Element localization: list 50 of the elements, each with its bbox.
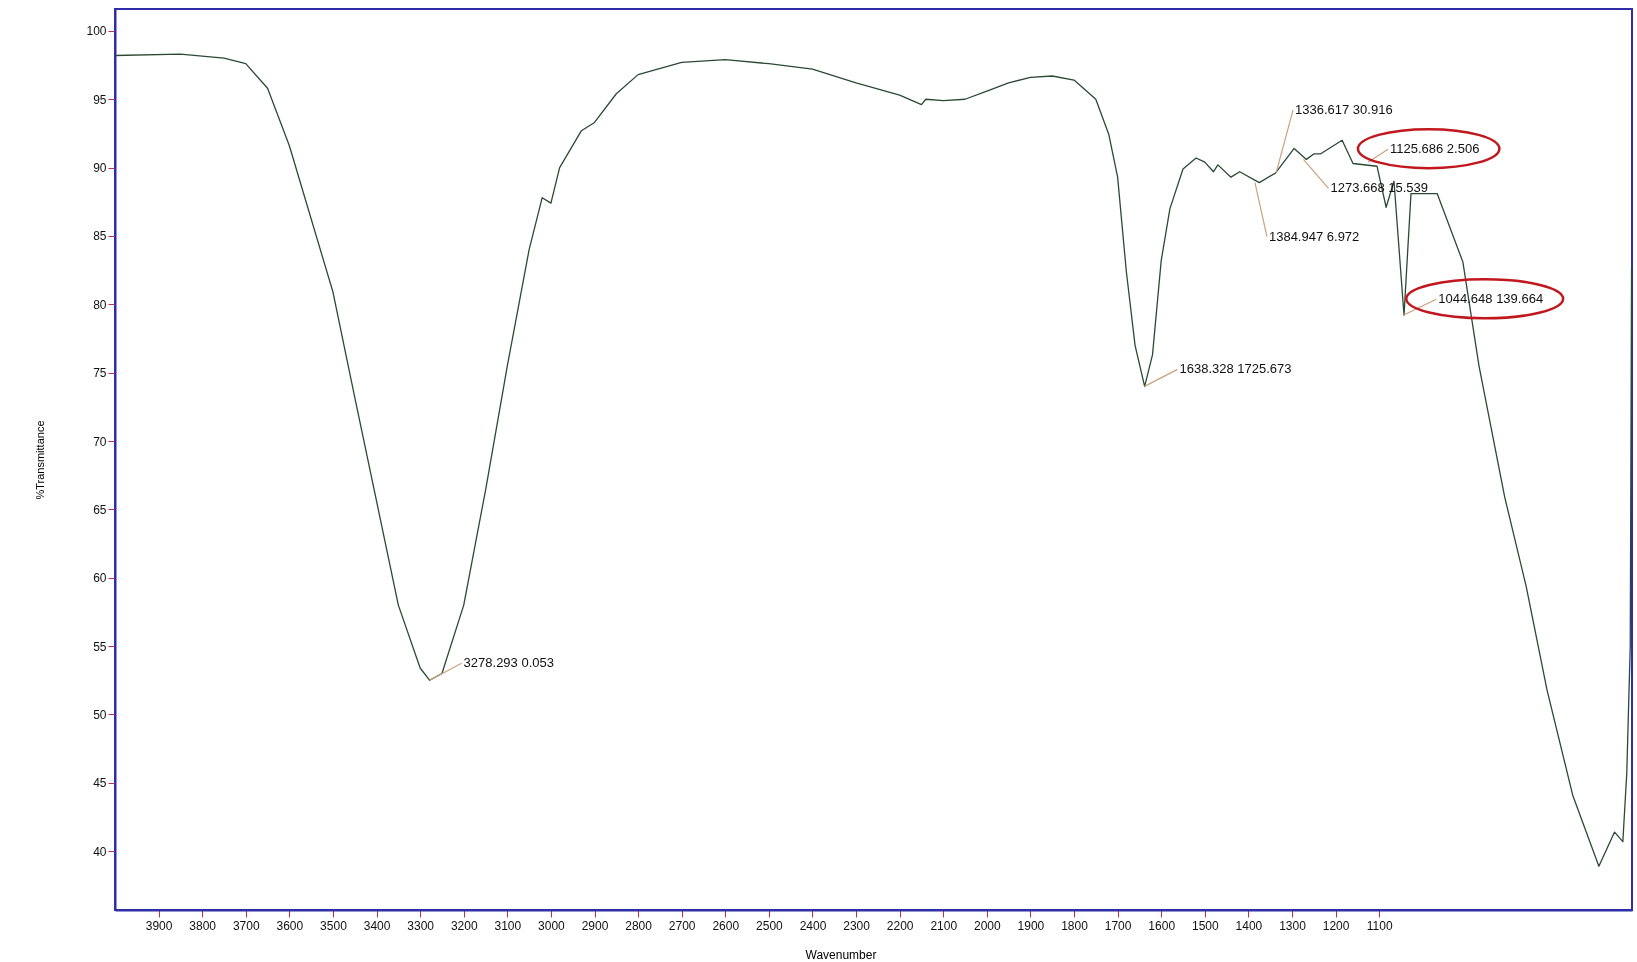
x-tick-label: 1800	[1061, 918, 1089, 933]
x-tick-label: 3300	[407, 918, 435, 933]
y-tick-label: 45	[93, 776, 107, 791]
x-tick-label: 3700	[232, 918, 260, 933]
y-tick-label: 100	[86, 24, 107, 39]
y-tick-label: 40	[93, 844, 107, 859]
x-tick-label: 1600	[1148, 918, 1176, 933]
y-tick-label: 85	[93, 229, 107, 244]
annotation: 3278.293 0.053	[463, 655, 554, 671]
x-tick-label: 3000	[538, 918, 566, 933]
x-tick-label: 2300	[843, 918, 871, 933]
x-tick-label: 1400	[1235, 918, 1263, 933]
x-tick-label: 2800	[625, 918, 653, 933]
x-tick-label: 1500	[1191, 918, 1219, 933]
annotation: 1125.686 2.506	[1389, 141, 1480, 157]
y-tick-label: 75	[93, 366, 107, 381]
x-tick-label: 2400	[799, 918, 827, 933]
y-tick-label: 70	[93, 434, 107, 449]
annotation: 1336.617 30.916	[1295, 102, 1393, 118]
y-tick-label: 65	[93, 502, 107, 517]
x-tick-label: 1100	[1366, 918, 1393, 933]
y-tick-label: 60	[93, 571, 107, 586]
x-tick-label: 2500	[756, 918, 784, 933]
x-tick-label: 2200	[886, 918, 914, 933]
y-tick-label: 95	[93, 92, 107, 107]
x-tick-label: 1900	[1017, 918, 1045, 933]
x-tick-label: 2700	[668, 918, 696, 933]
x-tick-label: 1200	[1322, 918, 1350, 933]
y-tick-label: 55	[93, 639, 107, 654]
x-tick-label: 3100	[494, 918, 522, 933]
x-tick-label: 1700	[1104, 918, 1132, 933]
x-axis-title: Wavenumber	[805, 947, 877, 962]
x-tick-label: 2000	[973, 918, 1002, 933]
x-tick-label: 3600	[276, 918, 304, 933]
x-tick-label: 1300	[1279, 918, 1307, 933]
annotation: 1638.328 1725.673	[1179, 361, 1292, 377]
annotation: 1384.947 6.972	[1268, 228, 1360, 244]
y-tick-label: 50	[93, 707, 107, 722]
x-tick-label: 2100	[930, 918, 958, 933]
y-axis-title: %Transmittance	[33, 420, 46, 500]
x-tick-label: 3500	[320, 918, 348, 933]
y-tick-label: 90	[93, 161, 107, 176]
x-tick-label: 2600	[712, 918, 740, 933]
y-tick-label: 80	[93, 297, 107, 312]
line-series	[115, 53, 1632, 867]
x-tick-label: 3200	[450, 918, 478, 933]
x-tick-label: 3900	[145, 918, 173, 933]
x-tick-label: 3400	[363, 918, 391, 933]
x-tick-label: 3800	[189, 918, 217, 933]
x-tick-label: 2900	[581, 918, 609, 933]
